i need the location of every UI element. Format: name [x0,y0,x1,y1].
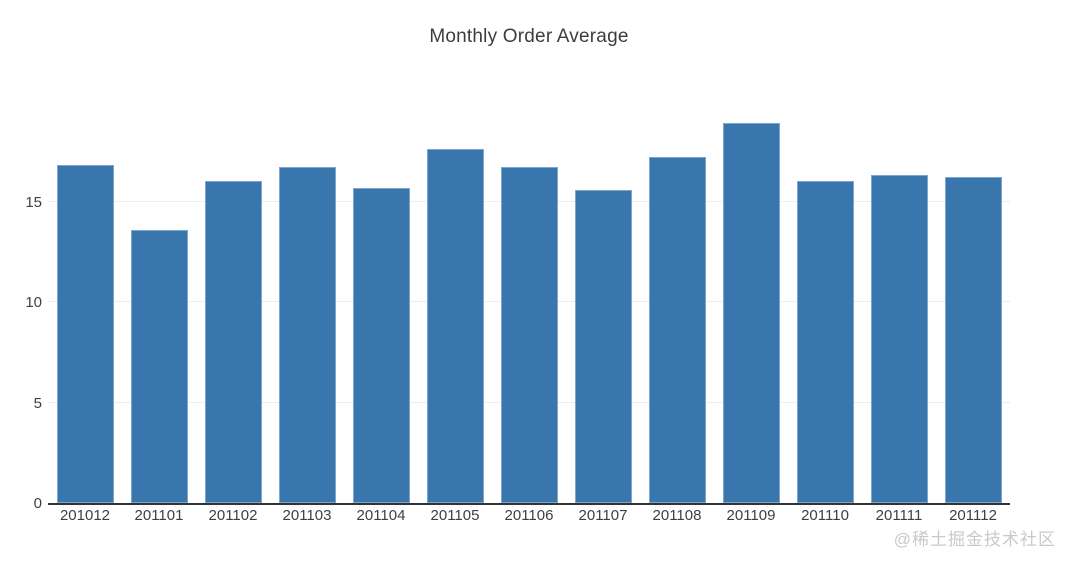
bar-slot [936,81,1010,503]
bar [870,175,928,503]
bar [500,167,558,503]
x-tick-label: 201102 [208,507,258,524]
chart-title: Monthly Order Average [429,26,629,47]
bar-slot [122,81,196,503]
bar-slot [48,81,122,503]
x-tick-label: 201103 [282,507,332,524]
bar-series [48,81,1010,503]
bar-slot [270,81,344,503]
x-tick-label: 201111 [875,507,923,524]
x-tick-label: 201105 [430,507,480,524]
x-tick-label: 201107 [578,507,628,524]
bar-slot [862,81,936,503]
y-tick-label: 15 [25,193,42,211]
bar [574,189,632,503]
bar [648,157,706,503]
x-axis-labels: 201012 201101 201102 201103 201104 201105 2011… [48,507,1010,525]
bar [426,149,484,503]
x-tick-label: 201109 [726,507,776,524]
watermark: @稀土掘金技术社区 [893,530,1056,549]
bar [56,165,114,503]
bar [352,187,410,503]
bar-slot [344,81,418,503]
x-tick-label: 201110 [801,507,849,524]
bar [278,167,336,503]
bar-slot [196,81,270,503]
bar [796,181,854,503]
y-axis-labels: 0 5 10 15 [0,81,42,512]
bar [722,123,780,503]
bar [130,229,188,503]
plot-area [48,81,1010,505]
bar [204,181,262,503]
bar-slot [566,81,640,503]
bar-slot [714,81,788,503]
x-tick-label: 201106 [504,507,554,524]
x-tick-label: 201112 [949,507,997,524]
y-tick-label: 5 [33,394,42,412]
x-tick-label: 201012 [59,507,111,524]
bar [944,177,1002,503]
bar-slot [492,81,566,503]
x-tick-label: 201108 [652,507,702,524]
bar-slot [788,81,862,503]
bar-slot [640,81,714,503]
y-tick-label: 0 [33,495,42,512]
x-tick-label: 201101 [134,507,184,524]
bar-slot [418,81,492,503]
x-tick-label: 201104 [356,507,406,524]
y-tick-label: 10 [25,294,42,312]
